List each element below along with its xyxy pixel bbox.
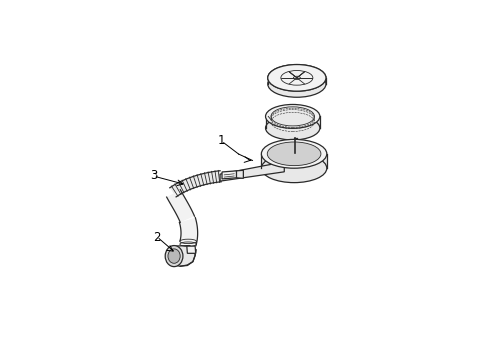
Ellipse shape [266, 116, 320, 140]
Ellipse shape [268, 64, 326, 91]
Text: 3: 3 [150, 169, 157, 182]
Polygon shape [220, 162, 284, 181]
Ellipse shape [168, 249, 180, 263]
Ellipse shape [266, 104, 320, 128]
Ellipse shape [261, 154, 327, 183]
Text: 2: 2 [153, 231, 161, 244]
Ellipse shape [271, 107, 315, 126]
Polygon shape [171, 246, 195, 266]
Polygon shape [237, 170, 244, 178]
Ellipse shape [268, 71, 326, 97]
Ellipse shape [165, 246, 183, 267]
Polygon shape [268, 78, 326, 84]
Ellipse shape [281, 71, 313, 85]
Ellipse shape [268, 64, 326, 91]
Polygon shape [261, 154, 327, 168]
Text: 1: 1 [218, 134, 225, 147]
Polygon shape [222, 171, 237, 179]
Polygon shape [187, 246, 196, 253]
Polygon shape [167, 190, 195, 222]
Polygon shape [266, 116, 320, 128]
Polygon shape [179, 218, 197, 246]
Ellipse shape [261, 139, 327, 168]
Ellipse shape [294, 76, 300, 80]
Ellipse shape [267, 142, 321, 166]
Polygon shape [170, 171, 221, 197]
